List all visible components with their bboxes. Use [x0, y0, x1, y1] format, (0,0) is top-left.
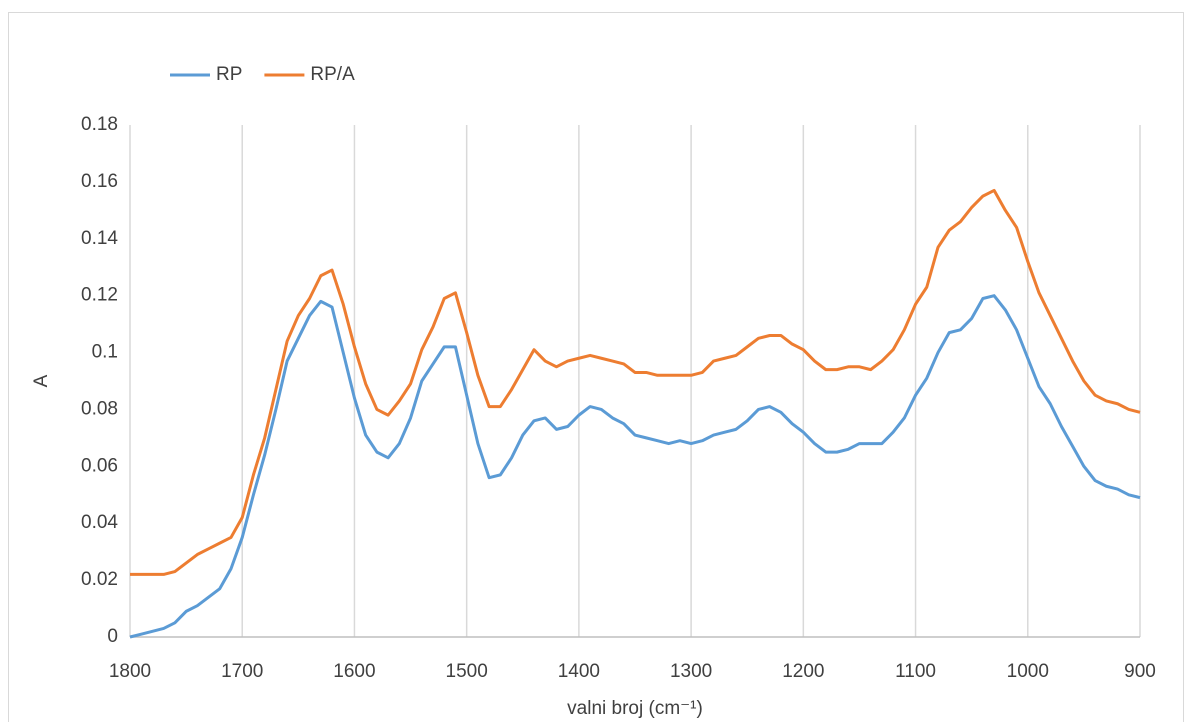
x-tick-label: 1500 [446, 661, 488, 682]
data-line [130, 188, 1141, 576]
y-tick-label: 0.04 [81, 512, 118, 533]
y-tick-label: 0.18 [81, 114, 118, 135]
chart-frame [8, 12, 1184, 722]
y-tick-label: 0 [107, 626, 118, 647]
legend-label: RP/A [310, 64, 355, 85]
x-tick-label: 1300 [670, 661, 712, 682]
y-tick-label: 0.14 [81, 228, 118, 249]
y-tick-label: 0.16 [81, 171, 118, 192]
x-tick-label: 1400 [558, 661, 600, 682]
y-tick-label: 0.1 [92, 342, 118, 363]
y-axis-label: A [31, 374, 52, 387]
x-tick-label: 1700 [221, 661, 263, 682]
x-tick-label: 1000 [1007, 661, 1049, 682]
y-tick-label: 0.12 [81, 285, 118, 306]
x-tick-label: 1600 [333, 661, 375, 682]
data-line [129, 294, 1141, 639]
x-tick-label: 1200 [782, 661, 824, 682]
y-tick-label: 0.02 [81, 569, 118, 590]
x-axis-label: valni broj (cm⁻¹) [567, 698, 703, 719]
y-tick-label: 0.08 [81, 398, 118, 419]
legend-label: RP [216, 64, 242, 85]
x-tick-label: 900 [1124, 661, 1156, 682]
y-tick-label: 0.06 [81, 455, 118, 476]
x-tick-label: 1800 [109, 661, 151, 682]
x-tick-label: 1100 [895, 661, 936, 682]
